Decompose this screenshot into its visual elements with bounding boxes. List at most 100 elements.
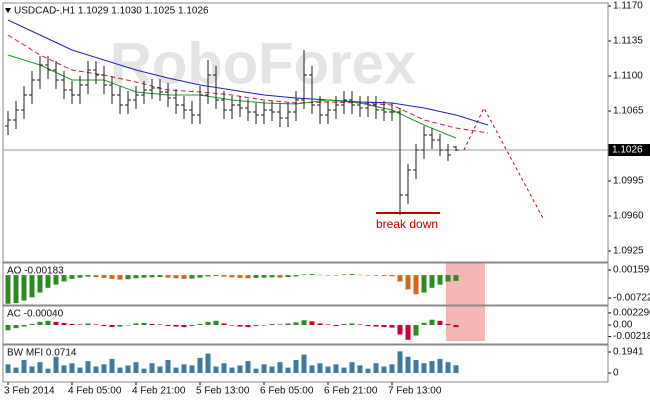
histogram-bar — [133, 323, 139, 325]
histogram-bar — [125, 275, 131, 280]
moving-average — [7, 19, 489, 126]
histogram-bar — [149, 275, 155, 278]
panel-label: AC -0.00040 — [7, 309, 64, 320]
histogram-bar — [405, 325, 411, 340]
histogram-bar — [453, 275, 459, 281]
histogram-bar — [37, 275, 43, 293]
histogram-bar — [205, 275, 211, 277]
histogram-bar — [173, 367, 179, 373]
histogram-bar — [405, 275, 411, 290]
histogram-bar — [109, 325, 115, 328]
histogram-bar — [453, 365, 459, 373]
histogram-bar — [29, 366, 35, 373]
histogram-bar — [141, 322, 147, 325]
histogram-bar — [413, 360, 419, 373]
histogram-bar — [77, 324, 83, 325]
histogram-bar — [45, 320, 51, 325]
histogram-bar — [277, 324, 283, 325]
histogram-bar — [429, 361, 435, 373]
histogram-bar — [245, 325, 251, 328]
histogram-bar — [421, 275, 427, 293]
y-tick-label: 1.1135 — [613, 36, 643, 47]
histogram-bar — [373, 275, 379, 276]
histogram-bar — [269, 366, 275, 373]
histogram-bar — [141, 368, 147, 373]
histogram-bar — [37, 362, 43, 373]
histogram-bar — [421, 322, 427, 325]
histogram-bar — [229, 325, 235, 326]
histogram-bar — [429, 319, 435, 325]
histogram-bar — [325, 324, 331, 325]
histogram-bar — [309, 274, 315, 276]
histogram-bar — [109, 358, 115, 373]
histogram-bar — [309, 365, 315, 373]
histogram-bar — [261, 275, 267, 278]
histogram-bar — [293, 275, 299, 277]
histogram-bar — [85, 275, 91, 277]
histogram-bar — [421, 363, 427, 373]
histogram-bar — [117, 275, 123, 280]
histogram-bar — [149, 363, 155, 373]
histogram-bar — [341, 367, 347, 373]
histogram-bar — [117, 325, 123, 327]
histogram-bar — [389, 275, 395, 277]
histogram-bar — [237, 275, 243, 278]
histogram-bar — [229, 275, 235, 278]
histogram-bar — [325, 366, 331, 373]
x-tick-label: 4 Feb 21:00 — [132, 386, 186, 397]
histogram-bar — [181, 364, 187, 373]
histogram-bar — [373, 325, 379, 327]
histogram-bar — [93, 324, 99, 325]
highlight-zone — [446, 262, 485, 341]
histogram-bar — [133, 275, 139, 279]
histogram-bar — [453, 325, 459, 328]
x-tick-label: 6 Feb 05:00 — [260, 386, 314, 397]
histogram-bar — [149, 323, 155, 325]
y-tick-label: 1.1065 — [613, 106, 644, 117]
histogram-bar — [237, 325, 243, 327]
histogram-bar — [373, 363, 379, 373]
histogram-bar — [381, 275, 387, 277]
y-tick-label: 0.00 — [613, 320, 633, 331]
histogram-bar — [317, 323, 323, 325]
histogram-bar — [181, 325, 187, 328]
histogram-bar — [173, 275, 179, 279]
histogram-bar — [437, 358, 443, 373]
histogram-bar — [333, 364, 339, 373]
histogram-bar — [101, 364, 107, 373]
histogram-bar — [357, 365, 363, 373]
histogram-bar — [277, 275, 283, 278]
histogram-bar — [405, 356, 411, 373]
y-tick-label: 1.0960 — [613, 211, 644, 222]
histogram-bar — [301, 320, 307, 325]
histogram-bar — [117, 367, 123, 373]
histogram-bar — [53, 356, 59, 373]
histogram-bar — [381, 325, 387, 328]
histogram-bar — [53, 321, 59, 325]
y-tick-label: 0.002296 — [613, 308, 650, 319]
histogram-bar — [77, 367, 83, 373]
histogram-bar — [189, 325, 195, 327]
y-tick-label: 0 — [613, 368, 619, 379]
histogram-bar — [141, 275, 147, 278]
histogram-bar — [93, 366, 99, 373]
histogram-bar — [61, 275, 67, 282]
histogram-bar — [133, 362, 139, 373]
y-tick-label: 1.0925 — [613, 246, 644, 257]
chart-title: USDCAD-,H1 1.1029 1.1030 1.1025 1.1026 — [14, 6, 209, 17]
histogram-bar — [413, 325, 419, 336]
panel-label: AO -0.00183 — [7, 266, 64, 277]
histogram-bar — [221, 275, 227, 277]
histogram-bar — [333, 325, 339, 327]
y-tick-label: -0.00722 — [613, 293, 650, 304]
histogram-bar — [29, 323, 35, 325]
title-arrow — [5, 8, 11, 13]
histogram-bar — [349, 323, 355, 325]
histogram-bar — [237, 365, 243, 373]
histogram-bar — [285, 275, 291, 277]
histogram-bar — [253, 368, 259, 373]
x-tick-label: 4 Feb 05:00 — [68, 386, 122, 397]
histogram-bar — [21, 275, 27, 301]
